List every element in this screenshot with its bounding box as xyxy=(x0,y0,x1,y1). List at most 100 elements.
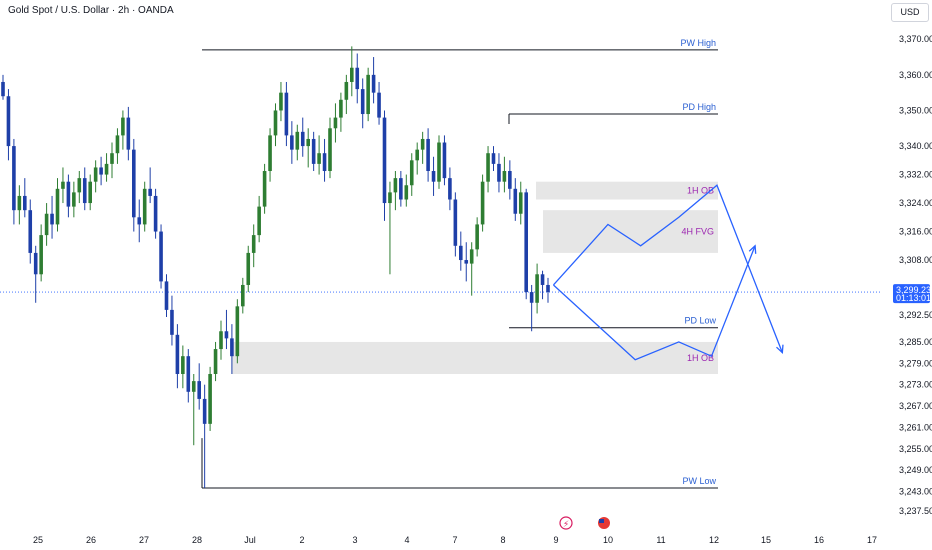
zone-rect xyxy=(543,210,718,253)
candle-body xyxy=(540,274,545,285)
y-tick-label: 3,273.000 xyxy=(899,380,932,390)
candle-body xyxy=(475,224,479,250)
x-tick-label: 25 xyxy=(33,535,43,545)
candle-body xyxy=(181,356,185,374)
projection-layer xyxy=(552,184,784,361)
candle-body xyxy=(480,181,485,225)
candle-body xyxy=(518,192,523,214)
zone-rect xyxy=(536,181,718,200)
candle-body xyxy=(393,178,398,193)
candles-layer xyxy=(1,46,550,488)
y-tick-label: 3,324.000 xyxy=(899,198,932,208)
candle-body xyxy=(300,131,305,147)
x-tick-label: 3 xyxy=(352,535,357,545)
candle-body xyxy=(355,67,360,90)
y-tick-label: 3,370.000 xyxy=(899,34,932,44)
candle-body xyxy=(12,146,16,211)
candle-body xyxy=(186,356,191,392)
y-tick-label: 3,243.000 xyxy=(899,487,932,497)
candle-body xyxy=(415,149,419,161)
candle-body xyxy=(459,245,463,261)
candle-body xyxy=(333,117,338,129)
candle-body xyxy=(175,334,180,374)
y-tick-label: 3,279.000 xyxy=(899,358,932,368)
y-tick-label: 3,255.000 xyxy=(899,444,932,454)
candle-body xyxy=(426,138,430,172)
x-tick-label: 15 xyxy=(761,535,771,545)
candle-body xyxy=(350,67,354,82)
candle-body xyxy=(360,89,365,115)
y-tick-label: 3,237.500 xyxy=(899,506,932,516)
candle-body xyxy=(257,206,261,236)
lightning-glyph: ⚡ xyxy=(563,520,569,530)
candle-body xyxy=(295,131,300,150)
x-tick-label: 8 xyxy=(500,535,505,545)
candle-body xyxy=(317,153,321,164)
x-tick-label: 12 xyxy=(709,535,719,545)
candle-body xyxy=(497,163,501,182)
y-tick-label: 3,316.000 xyxy=(899,227,932,237)
candle-body xyxy=(202,398,207,424)
candle-body xyxy=(17,195,22,211)
candle-body xyxy=(33,252,38,275)
x-tick-label: 26 xyxy=(86,535,96,545)
lightning-event-icon[interactable] xyxy=(559,516,573,530)
price-tag-countdown: 01:13:01 xyxy=(896,293,931,303)
candle-body xyxy=(61,181,65,189)
candle-body xyxy=(311,138,316,164)
candle-body xyxy=(290,135,294,150)
x-tick-label: 28 xyxy=(192,535,202,545)
candle-body xyxy=(164,281,169,310)
candle-body xyxy=(344,81,349,100)
candle-body xyxy=(388,192,392,204)
zone-label: 1H OB xyxy=(687,186,714,196)
y-tick-label: 3,340.000 xyxy=(899,141,932,151)
candle-body xyxy=(284,92,289,136)
zones-layer: 1H OB 4H FVG 1H OB xyxy=(232,181,718,374)
projection-path xyxy=(552,184,783,353)
candle-body xyxy=(191,381,196,392)
projection-path xyxy=(553,245,756,361)
candle-body xyxy=(469,249,474,264)
zone-label: 4H FVG xyxy=(681,227,714,237)
axes-layer: 3,370.000 3,360.000 3,350.000 3,340.000 3,33… xyxy=(33,34,932,545)
candle-body xyxy=(121,117,125,136)
candle-body xyxy=(213,349,218,374)
candle-body xyxy=(66,181,71,207)
candle-body xyxy=(273,110,278,136)
candle-body xyxy=(72,192,76,207)
candle-body xyxy=(486,153,490,182)
candle-body xyxy=(82,178,87,204)
candle-body xyxy=(50,213,54,225)
currency-button[interactable]: USD xyxy=(891,3,929,22)
candle-body xyxy=(306,138,310,147)
x-tick-label: 2 xyxy=(299,535,304,545)
candle-body xyxy=(502,171,507,182)
candle-body xyxy=(453,199,458,246)
symbol-title: Gold Spot / U.S. Dollar · 2h · OANDA xyxy=(8,5,174,16)
candle-body xyxy=(6,96,11,147)
candle-body xyxy=(464,260,469,264)
candle-body xyxy=(219,331,223,350)
projection-arrowhead xyxy=(748,244,757,254)
y-tick-label: 3,261.000 xyxy=(899,422,932,432)
candle-body xyxy=(448,178,452,200)
candle-body xyxy=(88,181,92,204)
x-tick-label: 16 xyxy=(814,535,824,545)
price-tag-box xyxy=(893,284,930,304)
candle-body xyxy=(431,171,436,182)
candle-body xyxy=(339,99,343,118)
candle-body xyxy=(251,235,256,253)
candle-body xyxy=(262,171,267,207)
candle-body xyxy=(382,117,387,204)
candle-body xyxy=(142,188,147,225)
price-tag-value: 3,299.235 xyxy=(896,285,932,295)
y-tick-label: 3,360.000 xyxy=(899,70,932,80)
candle-body xyxy=(115,135,120,154)
x-tick-label: Jul xyxy=(244,535,256,545)
candle-body xyxy=(268,135,272,172)
candle-body xyxy=(148,188,152,196)
candle-body xyxy=(529,292,534,303)
candle-body xyxy=(230,338,234,357)
